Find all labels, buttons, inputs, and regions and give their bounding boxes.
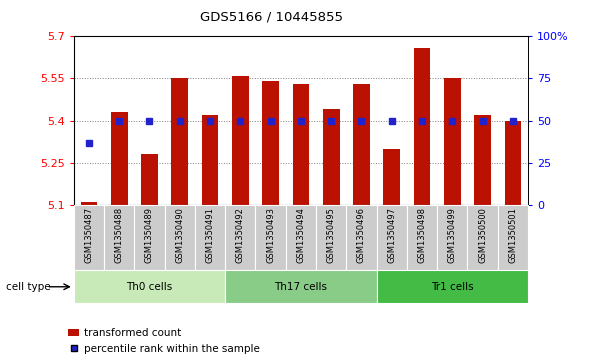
Bar (74, 270, 225, 303)
Bar (346, 205, 376, 270)
Bar (104, 205, 135, 270)
Text: GSM1350495: GSM1350495 (327, 207, 336, 263)
Text: GSM1350501: GSM1350501 (509, 207, 517, 263)
Bar (376, 270, 528, 303)
Bar (232, 76, 248, 205)
Text: GSM1350500: GSM1350500 (478, 207, 487, 263)
Text: GSM1350497: GSM1350497 (387, 207, 396, 263)
Text: GSM1350487: GSM1350487 (84, 207, 93, 263)
Text: Tr1 cells: Tr1 cells (431, 282, 474, 292)
Bar (202, 115, 218, 205)
Bar (255, 205, 286, 270)
Bar (414, 48, 430, 205)
Bar (384, 149, 400, 205)
Bar (353, 84, 370, 205)
Text: Th0 cells: Th0 cells (126, 282, 173, 292)
Text: Th17 cells: Th17 cells (274, 282, 327, 292)
Bar (286, 205, 316, 270)
Text: cell type: cell type (6, 282, 51, 292)
Bar (293, 84, 309, 205)
Bar (323, 109, 339, 205)
Bar (81, 202, 97, 205)
Bar (504, 121, 521, 205)
Bar (263, 81, 279, 205)
Bar (225, 205, 255, 270)
Bar (444, 78, 461, 205)
Bar (376, 205, 407, 270)
Text: GSM1350499: GSM1350499 (448, 207, 457, 263)
Bar (316, 205, 346, 270)
Bar (195, 205, 225, 270)
Legend: transformed count, percentile rank within the sample: transformed count, percentile rank withi… (64, 324, 264, 358)
Bar (172, 78, 188, 205)
Bar (135, 205, 165, 270)
Text: GSM1350488: GSM1350488 (114, 207, 124, 263)
Text: GSM1350491: GSM1350491 (205, 207, 215, 263)
Text: GSM1350493: GSM1350493 (266, 207, 275, 263)
Text: GSM1350489: GSM1350489 (145, 207, 154, 263)
Text: GSM1350490: GSM1350490 (175, 207, 184, 263)
Bar (407, 205, 437, 270)
Bar (225, 270, 376, 303)
Text: GSM1350496: GSM1350496 (357, 207, 366, 263)
Text: GDS5166 / 10445855: GDS5166 / 10445855 (200, 11, 343, 24)
Bar (74, 205, 104, 270)
Text: GSM1350498: GSM1350498 (418, 207, 427, 263)
Bar (141, 154, 158, 205)
Text: GSM1350492: GSM1350492 (236, 207, 245, 263)
Bar (111, 112, 127, 205)
Bar (474, 115, 491, 205)
Bar (498, 205, 528, 270)
Bar (467, 205, 498, 270)
Bar (437, 205, 467, 270)
Bar (165, 205, 195, 270)
Text: GSM1350494: GSM1350494 (296, 207, 306, 263)
